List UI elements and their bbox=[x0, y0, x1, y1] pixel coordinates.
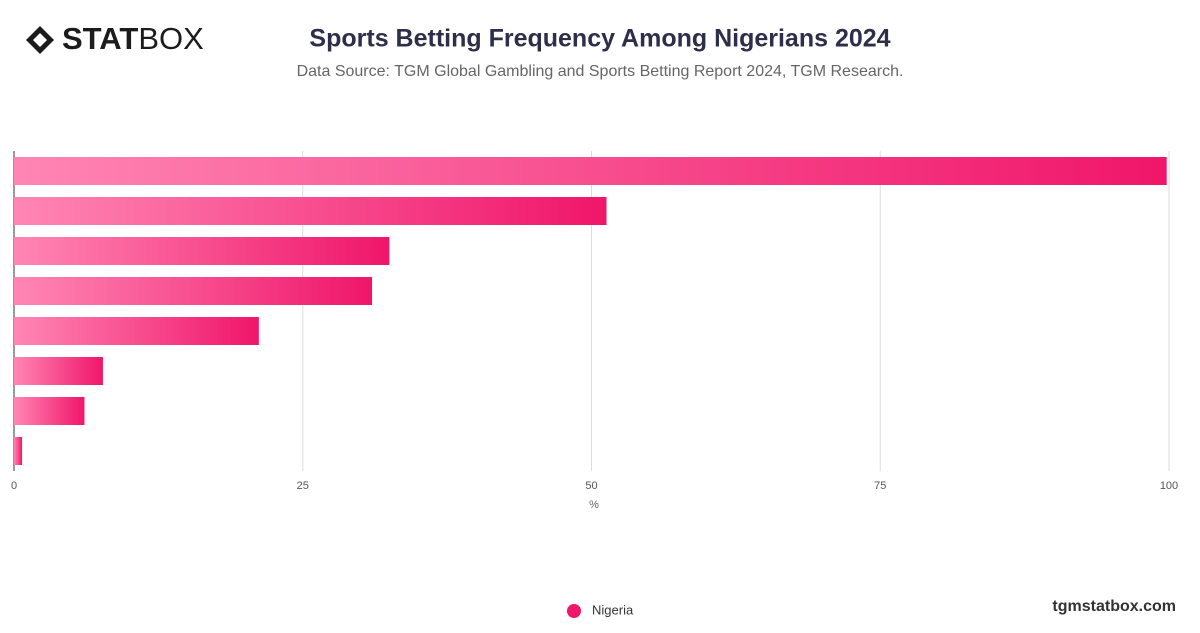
x-tick-label: 25 bbox=[297, 480, 309, 492]
x-tick-label: 100 bbox=[1160, 480, 1178, 492]
bar bbox=[14, 397, 85, 425]
legend-label: Nigeria bbox=[592, 602, 634, 617]
bar bbox=[14, 237, 390, 265]
logo-bold: STAT bbox=[62, 21, 138, 56]
x-tick-label: 0 bbox=[11, 480, 17, 492]
bar bbox=[14, 317, 259, 345]
footer: tgmstatbox.com bbox=[1052, 598, 1176, 615]
x-tick-label: 75 bbox=[874, 480, 886, 492]
bar bbox=[14, 277, 373, 305]
bar bbox=[14, 437, 23, 465]
logo-light: BOX bbox=[138, 21, 204, 56]
logo-text: STATBOX bbox=[62, 21, 204, 56]
bar bbox=[14, 197, 607, 225]
chart-subtitle: Data Source: TGM Global Gambling and Spo… bbox=[297, 63, 904, 80]
legend-marker bbox=[567, 604, 581, 618]
x-axis-label: % bbox=[589, 499, 599, 511]
logo-icon bbox=[26, 26, 54, 54]
chart-title: Sports Betting Frequency Among Nigerians… bbox=[309, 25, 890, 53]
x-tick-label: 50 bbox=[585, 480, 597, 492]
logo: STATBOX bbox=[26, 21, 204, 56]
bar bbox=[14, 157, 1167, 185]
bar bbox=[14, 357, 103, 385]
